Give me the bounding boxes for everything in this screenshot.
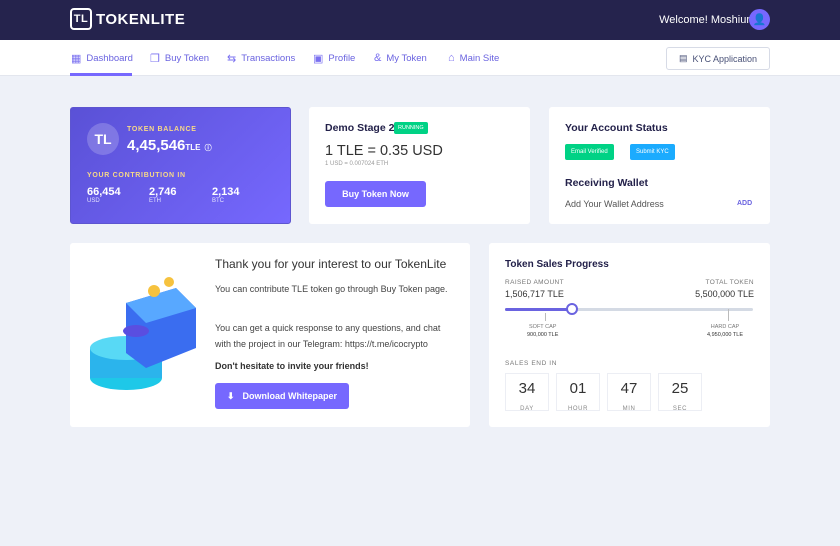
nav-dashboard[interactable]: ▦ Dashboard	[71, 52, 133, 65]
minutes-unit: MIN	[622, 406, 636, 412]
token-icon: &	[374, 52, 382, 64]
account-status-card: Your Account Status Email Verified Submi…	[549, 107, 770, 224]
total-label: TOTAL TOKEN	[705, 279, 754, 286]
countdown-minutes: 47 MIN	[607, 373, 651, 412]
countdown-seconds: 25 SEC	[658, 373, 702, 412]
token-price: 1 TLE = 0.35 USD	[325, 143, 443, 159]
kyc-label: KYC Application	[692, 53, 758, 64]
soft-cap-label: SOFT CAP	[529, 324, 557, 330]
buy-token-now-button[interactable]: Buy Token Now	[325, 181, 426, 207]
hard-cap-value: 4,950,000 TLE	[707, 332, 743, 338]
progress-track	[505, 303, 753, 315]
running-badge: RUNNING	[394, 122, 428, 134]
nav-buy-token[interactable]: ❐ Buy Token	[150, 52, 209, 65]
hard-cap-label: HARD CAP	[710, 324, 740, 330]
grid-icon: ▦	[71, 53, 82, 65]
progress-thumb	[565, 303, 578, 315]
user-avatar-icon[interactable]: 👤	[749, 9, 770, 30]
token-balance-card: TL TOKEN BALANCE 4,45,546TLE ⓘ YOUR CONT…	[70, 107, 291, 224]
days-value: 34	[518, 380, 536, 397]
nav-label: Transactions	[241, 53, 296, 64]
nav-label: My Token	[386, 52, 427, 64]
token-stack-illustration	[90, 277, 196, 390]
progress-title: Token Sales Progress	[505, 259, 609, 270]
seconds-value: 25	[671, 380, 689, 397]
brand-logo[interactable]: TL TOKENLITE	[70, 8, 185, 30]
nav-label: Main Site	[459, 52, 500, 64]
email-verified-badge: Email Verified	[565, 144, 614, 160]
home-icon: ⌂	[448, 52, 455, 64]
document-icon: ▤	[678, 53, 688, 63]
balance-label: TOKEN BALANCE	[127, 126, 197, 133]
seconds-unit: SEC	[672, 406, 688, 412]
hard-cap-marker	[728, 309, 729, 321]
info-text-2: You can get a quick response to any ques…	[215, 323, 441, 349]
active-tab-indicator	[70, 73, 132, 76]
btc-value: 2,134	[212, 186, 240, 198]
nav-my-token[interactable]: & My Token	[374, 52, 427, 64]
balance-amount: 4,45,546TLE ⓘ	[127, 137, 212, 154]
nav-main-site[interactable]: ⌂ Main Site	[448, 52, 499, 64]
progress-fill	[505, 308, 572, 311]
add-wallet-link[interactable]: ADD	[737, 200, 753, 207]
raised-amount: 1,506,717 TLE	[505, 289, 564, 299]
countdown-days: 34 DAY	[505, 373, 549, 412]
stage-card: Demo Stage 2 RUNNING 1 TLE = 0.35 USD 1 …	[309, 107, 530, 224]
nav-profile[interactable]: ▣ Profile	[313, 52, 355, 65]
raised-label: RAISED AMOUNT	[505, 279, 565, 286]
download-whitepaper-button[interactable]: ⬇ Download Whitepaper	[215, 383, 349, 409]
contribution-label: YOUR CONTRIBUTION IN	[87, 172, 186, 179]
submit-kyc-button[interactable]: Submit KYC	[630, 144, 675, 160]
nav-label: Profile	[328, 53, 356, 64]
soft-cap-marker	[545, 313, 546, 321]
top-header: TL TOKENLITE Welcome! Moshiur 👤	[0, 0, 840, 40]
logo-icon: TL	[70, 8, 92, 30]
wallet-title: Receiving Wallet	[565, 177, 649, 189]
transfer-icon: ⇆	[227, 53, 237, 65]
sales-progress-card: Token Sales Progress RAISED AMOUNT 1,506…	[489, 243, 770, 427]
info-icon[interactable]: ⓘ	[204, 145, 212, 152]
hard-cap: HARD CAP 4,950,000 TLE	[707, 324, 743, 338]
minutes-value: 47	[620, 380, 638, 397]
info-title: Thank you for your interest to our Token…	[215, 257, 447, 271]
download-icon: ⬇	[226, 390, 235, 401]
usd-label: USD	[87, 198, 100, 204]
kyc-application-button[interactable]: ▤ KYC Application	[666, 47, 770, 70]
info-card: Thank you for your interest to our Token…	[70, 243, 470, 427]
eth-rate: 1 USD = 0.007024 ETH	[325, 161, 389, 167]
eth-value: 2,746	[149, 186, 177, 198]
soft-cap: SOFT CAP 900,000 TLE	[527, 324, 558, 338]
nav-label: Buy Token	[164, 53, 210, 64]
hours-unit: HOUR	[567, 406, 589, 412]
stage-title: Demo Stage 2	[325, 122, 395, 134]
button-label: Download Whitepaper	[242, 391, 338, 401]
account-status-title: Your Account Status	[565, 122, 668, 134]
usd-value: 66,454	[87, 186, 121, 198]
sales-end-label: SALES END IN	[505, 360, 557, 367]
days-unit: DAY	[520, 406, 534, 412]
info-text-1: You can contribute TLE token go through …	[215, 284, 448, 294]
brand-name: TOKENLITE	[96, 10, 186, 28]
invite-text: Don't hesitate to invite your friends!	[215, 361, 369, 371]
btc-label: BTC	[212, 198, 224, 204]
coins-icon: ❐	[150, 53, 160, 65]
nav-transactions[interactable]: ⇆ Transactions	[227, 52, 295, 65]
welcome-text: Welcome! Moshiur	[659, 14, 750, 26]
main-nav: ▦ Dashboard ❐ Buy Token ⇆ Transactions ▣ Pro…	[0, 40, 840, 76]
soft-cap-value: 900,000 TLE	[527, 332, 559, 338]
nav-label: Dashboard	[86, 53, 133, 64]
unit: TLE	[185, 143, 201, 152]
hours-value: 01	[569, 380, 587, 397]
eth-label: ETH	[149, 198, 161, 204]
wallet-text: Add Your Wallet Address	[565, 199, 664, 209]
total-amount: 5,500,000 TLE	[695, 289, 754, 299]
token-logo-icon: TL	[87, 123, 119, 155]
amount: 4,45,546	[127, 137, 186, 154]
countdown-hours: 01 HOUR	[556, 373, 600, 412]
user-card-icon: ▣	[313, 53, 324, 65]
